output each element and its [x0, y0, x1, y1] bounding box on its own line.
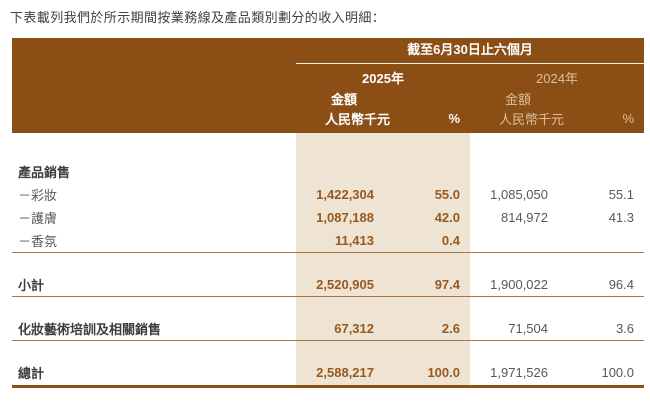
pct-2024: [566, 229, 645, 253]
amount-2025: 2,588,217: [296, 361, 392, 388]
spacer-row: [12, 252, 644, 273]
amount-2024: 1,085,050: [490, 187, 548, 202]
spacer-cell: [12, 133, 296, 160]
pct-label-2025: %: [392, 108, 470, 133]
table-row: 小計 2,520,905 97.4 1,900,022 96.4: [12, 273, 645, 297]
spacer-cell: [296, 340, 392, 361]
table-header: 截至6月30日止六個月 2025年 2024年 金額 金額 人民幣千元 % 人民…: [12, 38, 645, 133]
spacer-cell: [566, 296, 644, 317]
spacer-row: [12, 340, 644, 361]
spacer-cell: [566, 340, 644, 361]
amount-label-2025: 金額: [296, 89, 392, 108]
spacer-cell: [566, 252, 644, 273]
amount-2024: [470, 229, 566, 253]
spacer-row: [12, 296, 644, 317]
pct-2025: 0.4: [392, 229, 470, 253]
spacer-row: [12, 133, 644, 160]
row-label: 產品銷售: [18, 165, 71, 180]
header-empty-cell: [12, 63, 296, 89]
spacer-cell: [12, 296, 296, 317]
table-row: 化妝藝術培訓及相關銷售 67,312 2.6 71,504 3.6: [12, 317, 645, 341]
amount-2024: 71,504: [470, 317, 566, 341]
pct-2024: [566, 160, 644, 183]
period-header: 截至6月30日止六個月: [296, 38, 645, 64]
spacer-cell: [392, 340, 470, 361]
spacer-cell: [12, 340, 296, 361]
spacer-cell: [566, 133, 644, 160]
spacer-cell: [392, 296, 470, 317]
spacer-cell: [12, 252, 296, 273]
table-row: 產品銷售: [12, 160, 644, 183]
revenue-table: 截至6月30日止六個月 2025年 2024年 金額 金額 人民幣千元 % 人民…: [12, 38, 645, 388]
pct-2025: 97.4: [392, 273, 470, 297]
header-empty-cell: [12, 38, 296, 63]
intro-text: 下表載列我們於所示期間按業務線及產品類別劃分的收入明細：: [10, 10, 386, 25]
pct-2025: [392, 160, 470, 183]
pct-2024: 100.0: [566, 361, 645, 388]
amount-2024: 814,972: [501, 210, 548, 225]
header-empty-cell: [12, 108, 296, 133]
spacer-cell: [470, 340, 566, 361]
table-row: －香氛 11,413 0.4: [12, 229, 645, 253]
unit-label-2024: 人民幣千元: [470, 108, 566, 133]
pct-2024: 96.4: [566, 273, 645, 297]
spacer-cell: [470, 296, 566, 317]
pct-2025: 100.0: [392, 361, 470, 388]
table-row: －彩妝 1,422,304 55.0 1,085,050 55.1: [12, 183, 644, 206]
amount-2025: 67,312: [296, 317, 392, 341]
spacer-cell: [392, 252, 470, 273]
spacer-cell: [470, 252, 566, 273]
row-label: 總計: [12, 361, 296, 388]
header-empty-cell: [12, 89, 296, 108]
row-label: 化妝藝術培訓及相關銷售: [12, 317, 296, 341]
spacer-cell: [296, 296, 392, 317]
header-empty-cell: [566, 89, 645, 108]
row-label: 小計: [12, 273, 296, 297]
year-2024-header: 2024年: [470, 63, 645, 89]
table-body: 產品銷售 －彩妝 1,422,304 55.0 1,085,050 55.1 －護膚 1,08…: [12, 133, 645, 388]
pct-2025: 42.0: [392, 206, 470, 229]
row-label: －護膚: [18, 211, 58, 226]
amount-2025: 1,087,188: [296, 206, 392, 229]
table-row: 總計 2,588,217 100.0 1,971,526 100.0: [12, 361, 645, 388]
amount-label-2024: 金額: [470, 89, 566, 108]
amount-2025: 1,422,304: [296, 183, 392, 206]
header-empty-cell: [392, 89, 470, 108]
row-label: －香氛: [12, 229, 296, 253]
unit-label-2025: 人民幣千元: [296, 108, 392, 133]
amount-2025: 2,520,905: [296, 273, 392, 297]
amount-2025: 11,413: [296, 229, 392, 253]
spacer-cell: [296, 133, 392, 160]
table-row: －護膚 1,087,188 42.0 814,972 41.3: [12, 206, 644, 229]
spacer-cell: [392, 133, 470, 160]
amount-2024: 1,971,526: [470, 361, 566, 388]
spacer-cell: [470, 133, 566, 160]
amount-2025: [296, 160, 392, 183]
amount-2024: 1,900,022: [470, 273, 566, 297]
row-label: －彩妝: [18, 188, 58, 203]
pct-2025: 55.0: [392, 183, 470, 206]
pct-2025: 2.6: [392, 317, 470, 341]
pct-2024: 3.6: [566, 317, 645, 341]
period-row: 截至6月30日止六個月: [12, 38, 645, 64]
year-2025-header: 2025年: [296, 63, 470, 89]
pct-2024: 55.1: [608, 187, 635, 202]
spacer-cell: [296, 252, 392, 273]
amount-2024: [470, 160, 566, 183]
year-row: 2025年 2024年: [12, 63, 645, 89]
pct-label-2024: %: [566, 108, 645, 133]
pct-2024: 41.3: [608, 210, 635, 225]
amount-label-row: 金額 金額: [12, 89, 645, 108]
unit-row: 人民幣千元 % 人民幣千元 %: [12, 108, 645, 133]
